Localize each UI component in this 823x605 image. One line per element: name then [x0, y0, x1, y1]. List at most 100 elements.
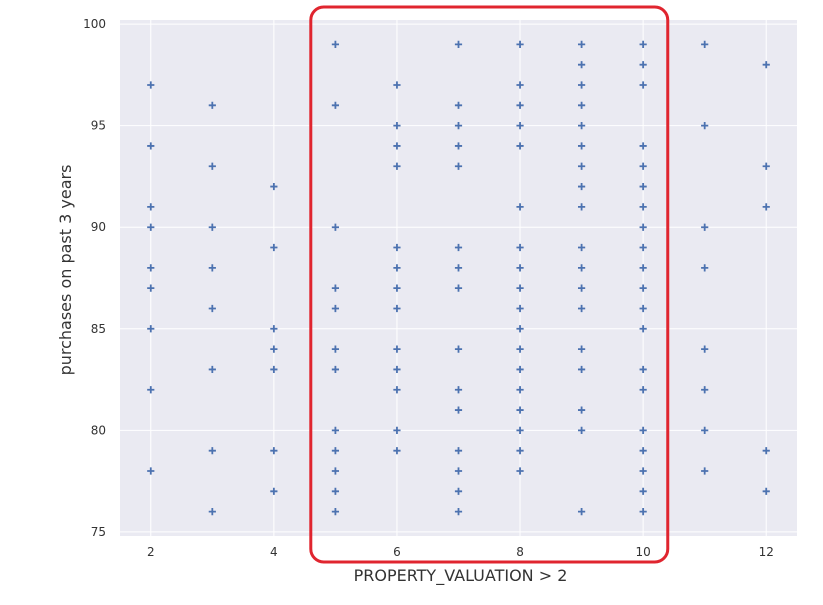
data-point — [516, 284, 524, 292]
data-point — [577, 61, 586, 69]
data-point — [701, 122, 709, 130]
data-point — [147, 386, 155, 394]
data-point — [516, 325, 524, 333]
x-tick-label: 4 — [270, 545, 278, 559]
data-point — [393, 426, 401, 434]
data-point — [454, 142, 463, 150]
grid-lines — [120, 20, 797, 536]
data-point — [516, 426, 524, 434]
data-point — [762, 61, 770, 69]
data-point — [639, 203, 647, 211]
data-point — [331, 284, 340, 292]
data-point — [147, 284, 155, 292]
data-point — [147, 325, 155, 333]
data-point — [701, 345, 709, 353]
data-point — [639, 447, 647, 455]
data-point — [577, 162, 586, 170]
data-point — [331, 365, 340, 374]
data-point — [577, 365, 586, 374]
data-point — [331, 40, 340, 48]
data-point — [208, 101, 216, 109]
data-point — [393, 142, 401, 150]
data-point — [454, 40, 463, 48]
data-point — [454, 345, 463, 353]
data-point — [147, 142, 155, 150]
data-point — [639, 386, 647, 394]
data-point — [270, 447, 278, 455]
data-point — [577, 426, 586, 434]
data-point — [639, 223, 647, 231]
data-point — [393, 386, 401, 394]
data-point — [393, 345, 401, 353]
x-tick-label: 12 — [759, 545, 774, 559]
data-point — [454, 386, 463, 394]
data-point — [208, 264, 216, 272]
data-point — [147, 81, 155, 89]
data-point — [454, 101, 463, 109]
y-tick-labels: 75 80 85 90 95 100 — [83, 17, 106, 539]
data-point — [639, 426, 647, 434]
highlight-box — [309, 5, 670, 564]
data-point — [393, 284, 401, 292]
data-point — [577, 81, 586, 89]
y-tick-label: 100 — [83, 17, 106, 31]
data-point — [516, 467, 524, 475]
data-point — [577, 508, 586, 516]
data-point — [639, 467, 647, 475]
data-point — [393, 304, 401, 313]
data-point — [701, 426, 709, 434]
data-point — [270, 487, 278, 495]
data-point — [454, 508, 463, 516]
data-point — [639, 40, 647, 48]
data-point — [639, 325, 647, 333]
data-point — [639, 162, 647, 170]
data-point — [639, 243, 647, 252]
data-point — [331, 426, 340, 434]
data-point — [393, 365, 401, 374]
data-point — [516, 81, 524, 89]
data-point — [454, 264, 463, 272]
data-point — [454, 447, 463, 455]
data-point — [577, 284, 586, 292]
data-point — [516, 406, 524, 414]
y-axis-label: purchases on past 3 years — [56, 165, 75, 376]
data-point — [208, 162, 216, 170]
data-point — [393, 162, 401, 170]
data-point — [701, 40, 709, 48]
data-point — [577, 304, 586, 313]
data-point — [208, 223, 216, 231]
data-point — [577, 243, 586, 252]
data-point — [393, 81, 401, 89]
data-point — [639, 284, 647, 292]
data-point — [270, 182, 278, 191]
data-point — [639, 61, 647, 69]
y-tick-label: 85 — [91, 322, 106, 336]
x-axis-label: PROPERTY_VALUATION > 2 — [354, 566, 568, 586]
plot-background — [120, 20, 797, 536]
data-point — [393, 122, 401, 130]
data-point — [762, 203, 770, 211]
data-point — [516, 40, 524, 48]
data-point — [208, 365, 216, 374]
data-point — [331, 467, 340, 475]
data-point — [454, 284, 463, 292]
data-point — [701, 264, 709, 272]
data-point — [516, 365, 524, 374]
data-point — [208, 447, 216, 455]
data-point — [393, 243, 401, 252]
data-point — [577, 264, 586, 272]
data-point — [639, 508, 647, 516]
data-point — [270, 365, 278, 374]
data-point — [516, 243, 524, 252]
data-point — [516, 386, 524, 394]
x-tick-label: 2 — [147, 545, 155, 559]
data-point — [577, 345, 586, 353]
data-point — [393, 447, 401, 455]
data-point — [701, 386, 709, 394]
data-point — [577, 101, 586, 109]
data-point — [331, 345, 340, 353]
x-tick-label: 6 — [393, 545, 401, 559]
data-point — [577, 142, 586, 150]
data-point — [208, 508, 216, 516]
data-point — [454, 406, 463, 414]
